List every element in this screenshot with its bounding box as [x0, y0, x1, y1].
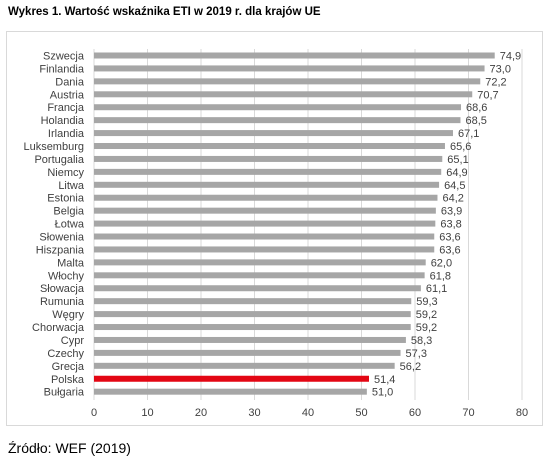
value-label: 72,2 — [485, 76, 506, 88]
category-label: Polska — [51, 374, 85, 386]
bar-Portugalia — [94, 155, 443, 162]
bar-Słowenia — [94, 233, 435, 240]
category-label: Bułgaria — [44, 387, 85, 399]
value-label: 59,2 — [416, 322, 437, 334]
value-label: 63,8 — [440, 219, 461, 231]
value-label: 59,3 — [416, 296, 437, 308]
x-tick-label: 10 — [141, 407, 153, 419]
bar-Francja — [94, 104, 462, 111]
category-label: Litwa — [58, 180, 85, 192]
bar-Austria — [94, 91, 473, 98]
category-label: Portugalia — [34, 154, 84, 166]
value-label: 70,7 — [477, 89, 498, 101]
category-label: Dania — [55, 76, 85, 88]
x-tick-label: 30 — [248, 407, 260, 419]
bar-Włochy — [94, 272, 425, 279]
value-label: 57,3 — [406, 348, 427, 360]
bar-Słowacja — [94, 285, 421, 292]
value-label: 64,2 — [442, 193, 463, 205]
value-label: 62,0 — [431, 257, 452, 269]
value-label: 74,9 — [500, 51, 521, 63]
category-label: Belgia — [53, 206, 84, 218]
bar-Belgia — [94, 207, 436, 214]
bar-Grecja — [94, 362, 395, 369]
chart-frame — [6, 31, 543, 426]
value-label: 65,6 — [450, 141, 471, 153]
value-label: 68,6 — [466, 102, 487, 114]
value-label: 59,2 — [416, 309, 437, 321]
category-label: Francja — [47, 102, 85, 114]
value-label: 67,1 — [458, 128, 479, 140]
value-label: 63,6 — [439, 244, 460, 256]
category-label: Słowenia — [39, 232, 85, 244]
category-label: Grecja — [52, 361, 85, 373]
bar-Rumunia — [94, 298, 412, 305]
x-tick-label: 20 — [195, 407, 207, 419]
category-label: Włochy — [48, 270, 85, 282]
category-label: Szwecja — [43, 51, 85, 63]
category-label: Czechy — [47, 348, 84, 360]
x-tick-label: 40 — [302, 407, 314, 419]
x-tick-label: 50 — [355, 407, 367, 419]
x-tick-label: 0 — [91, 407, 97, 419]
category-label: Finlandia — [39, 63, 85, 75]
bar-Hiszpania — [94, 246, 435, 253]
bar-Niemcy — [94, 168, 442, 175]
category-label: Łotwa — [55, 219, 85, 231]
value-label: 63,9 — [441, 206, 462, 218]
chart-title: Wykres 1. Wartość wskaźnika ETI w 2019 r… — [8, 6, 321, 18]
value-label: 65,1 — [447, 154, 468, 166]
value-label: 64,5 — [444, 180, 465, 192]
category-label: Estonia — [47, 193, 85, 205]
category-label: Hiszpania — [36, 244, 85, 256]
bar-Finlandia — [94, 65, 485, 72]
category-label: Niemcy — [47, 167, 84, 179]
bar-Irlandia — [94, 130, 453, 137]
value-label: 73,0 — [490, 63, 511, 75]
bar-Łotwa — [94, 220, 436, 227]
x-tick-label: 70 — [462, 407, 474, 419]
value-label: 56,2 — [400, 361, 421, 373]
value-label: 64,9 — [446, 167, 467, 179]
x-tick-label: 80 — [516, 407, 528, 419]
category-label: Chorwacja — [32, 322, 85, 334]
value-label: 68,5 — [465, 115, 486, 127]
bar-Estonia — [94, 194, 438, 201]
value-label: 51,4 — [374, 374, 395, 386]
category-label: Cypr — [61, 335, 85, 347]
bar-Malta — [94, 259, 426, 266]
source-note: Źródło: WEF (2019) — [8, 440, 131, 456]
category-label: Holandia — [41, 115, 85, 127]
bar-Cypr — [94, 336, 406, 343]
bar-Szwecja — [94, 52, 495, 59]
bar-Dania — [94, 78, 481, 85]
bar-Polska — [94, 375, 369, 382]
category-label: Słowacja — [40, 283, 85, 295]
category-label: Węgry — [52, 309, 84, 321]
bar-Czechy — [94, 349, 401, 356]
category-label: Irlandia — [48, 128, 85, 140]
bar-Holandia — [94, 117, 461, 124]
category-label: Luksemburg — [23, 141, 84, 153]
category-label: Austria — [50, 89, 85, 101]
value-label: 58,3 — [411, 335, 432, 347]
bar-Litwa — [94, 181, 440, 188]
bar-Chorwacja — [94, 324, 411, 331]
bar-Bułgaria — [94, 388, 367, 395]
value-label: 61,1 — [426, 283, 447, 295]
value-label: 63,6 — [439, 232, 460, 244]
bar-Luksemburg — [94, 143, 445, 150]
category-label: Rumunia — [40, 296, 85, 308]
category-label: Malta — [57, 257, 85, 269]
value-label: 61,8 — [430, 270, 451, 282]
x-tick-label: 60 — [409, 407, 421, 419]
bar-Węgry — [94, 311, 411, 318]
value-label: 51,0 — [372, 387, 393, 399]
